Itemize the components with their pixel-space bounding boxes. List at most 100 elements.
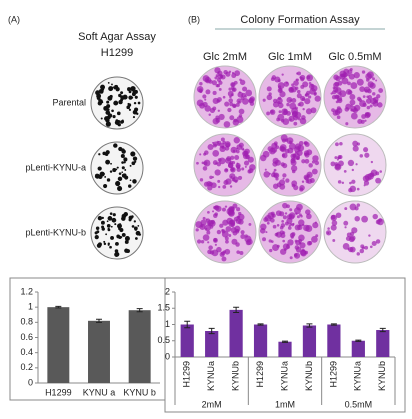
colony <box>349 181 352 185</box>
y-tick-label: 1 <box>28 302 33 312</box>
colony <box>226 217 233 225</box>
colony <box>230 155 235 160</box>
colony <box>286 244 291 249</box>
colony <box>240 96 245 101</box>
colony <box>134 95 138 99</box>
colony <box>105 150 110 155</box>
colony <box>106 178 111 182</box>
colony <box>259 228 266 234</box>
colony <box>337 80 343 86</box>
group-label: 0.5mM <box>345 399 373 409</box>
colony <box>305 225 313 232</box>
colony <box>132 156 138 161</box>
colony <box>121 166 125 170</box>
colony <box>233 80 238 85</box>
colony <box>346 73 350 77</box>
x-tick-label: KYNUb <box>377 361 387 391</box>
colony <box>133 220 136 223</box>
colony <box>208 79 213 84</box>
colony <box>124 175 129 180</box>
colony <box>225 178 232 185</box>
colony <box>290 159 297 166</box>
colony <box>233 137 240 144</box>
colony <box>281 73 284 76</box>
colony <box>368 234 371 237</box>
colony <box>120 153 125 159</box>
colony <box>238 142 244 148</box>
colony <box>105 159 111 165</box>
colony <box>242 86 248 92</box>
colony <box>279 91 286 98</box>
colony <box>279 145 285 152</box>
bar <box>376 330 390 357</box>
colony <box>281 152 288 159</box>
colony <box>279 211 285 217</box>
colony <box>278 88 283 92</box>
colony <box>289 102 297 110</box>
colony <box>284 212 288 215</box>
colony <box>118 235 122 240</box>
colony <box>212 106 217 111</box>
colony <box>286 102 290 107</box>
colony <box>330 161 336 167</box>
colony <box>282 173 287 178</box>
colony <box>262 237 267 242</box>
colony <box>356 187 360 191</box>
colony <box>236 98 242 104</box>
colony <box>311 168 318 175</box>
colony <box>308 81 312 85</box>
colony <box>277 85 282 89</box>
colony <box>342 243 350 250</box>
colony <box>214 212 218 216</box>
colony <box>130 96 134 99</box>
colony <box>308 163 313 168</box>
colony <box>244 95 247 98</box>
colony <box>123 161 126 164</box>
colony <box>365 98 372 104</box>
colony <box>228 98 234 103</box>
colony <box>295 155 300 161</box>
colony <box>228 87 232 91</box>
colony <box>216 229 222 235</box>
colony <box>363 147 369 153</box>
colony <box>295 246 302 253</box>
colony <box>293 253 298 257</box>
colony <box>278 102 284 109</box>
colony <box>111 83 113 86</box>
colony <box>232 87 237 92</box>
colony <box>129 216 132 219</box>
colony <box>224 248 231 255</box>
charts: 0 0.2 0.4 0.6 0.8 1 1.2 H1299 KYNU a KYNU b 0 0.5 1 1… <box>9 277 406 413</box>
dish-images: Parental pLenti-KYNU-a pLenti-KYNU-b Glc 2m… <box>25 51 387 264</box>
colony <box>332 239 336 242</box>
colony <box>212 210 215 213</box>
colony <box>276 97 283 105</box>
colony <box>301 180 305 183</box>
colony <box>231 71 235 75</box>
colony <box>128 218 132 222</box>
y-tick-label: 1 <box>165 319 170 329</box>
colony <box>312 222 319 229</box>
colony <box>130 151 136 157</box>
chart-frame <box>164 277 406 413</box>
colony <box>361 215 368 223</box>
bar <box>47 307 70 383</box>
colony <box>107 82 110 84</box>
colony <box>118 227 121 231</box>
x-tick-label: KYNUa <box>206 361 216 391</box>
colony <box>277 79 281 83</box>
colony <box>97 216 103 221</box>
colony <box>302 107 305 111</box>
colony <box>98 94 101 97</box>
colony <box>293 121 298 126</box>
colony <box>117 185 123 192</box>
colony <box>294 151 297 154</box>
colony <box>107 227 110 231</box>
colony <box>372 77 375 81</box>
colony <box>288 115 295 122</box>
colony <box>212 143 217 148</box>
colony <box>227 107 232 113</box>
colony <box>107 243 110 246</box>
error-bar <box>282 340 288 343</box>
colony <box>314 95 321 102</box>
